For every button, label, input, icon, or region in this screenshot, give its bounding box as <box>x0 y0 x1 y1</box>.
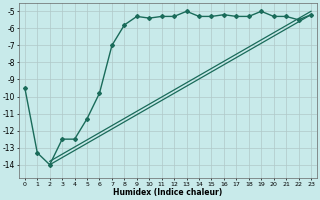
X-axis label: Humidex (Indice chaleur): Humidex (Indice chaleur) <box>113 188 222 197</box>
